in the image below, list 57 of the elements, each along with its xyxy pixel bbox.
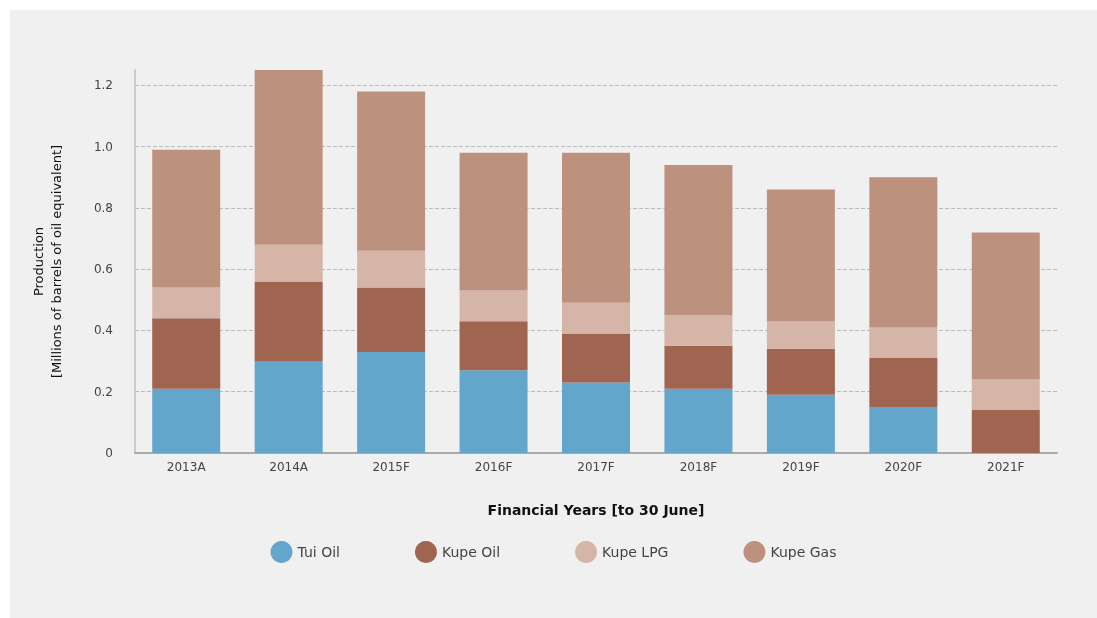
bar: [664, 315, 733, 346]
y-tick-label: 1.2: [93, 78, 113, 93]
y-tick-label: 0: [105, 446, 113, 460]
bar: [766, 189, 835, 322]
bar: [152, 318, 221, 389]
bar: [357, 250, 426, 288]
bar: [971, 410, 1040, 453]
bar: [459, 321, 528, 371]
bar: [562, 333, 630, 383]
x-tick-label: 2019F: [782, 460, 820, 474]
bar: [254, 70, 323, 245]
x-tick-label: 2021F: [987, 460, 1025, 474]
legend-label: Kupe Gas: [770, 544, 837, 560]
x-axis-title: Financial Years [to 30 June]: [487, 502, 705, 518]
x-tick-label: 2017F: [577, 460, 615, 474]
y-axis-title: Production [Millions of barrels of oil equivalent]: [30, 144, 64, 379]
y-tick-label: 1.0: [93, 139, 113, 154]
x-tick-label: 2015F: [372, 460, 410, 474]
y-tick-label: 0.8: [93, 200, 113, 215]
x-tick-label: 2014A: [269, 460, 309, 474]
legend-label: Kupe LPG: [602, 544, 669, 560]
x-tick-label: 2016F: [474, 460, 513, 474]
bar: [869, 358, 938, 408]
bar: [664, 345, 733, 389]
y-tick-label: 0.4: [93, 323, 113, 338]
y-tick-label: 0.6: [93, 262, 113, 277]
bar: [152, 287, 221, 319]
bar: [254, 361, 323, 453]
bar: [766, 348, 835, 395]
x-tick-label: 2018F: [679, 460, 718, 474]
bar: [766, 394, 835, 453]
bar: [664, 164, 733, 316]
bar: [562, 382, 630, 453]
legend-label: Kupe Oil: [441, 544, 501, 560]
y-tick-label: 0.2: [93, 384, 113, 399]
bar: [869, 407, 938, 453]
bar: [357, 287, 426, 352]
bar: [562, 152, 630, 303]
bar: [971, 379, 1040, 411]
x-tick-label: 2020F: [884, 460, 923, 474]
bar: [971, 232, 1040, 380]
bar: [869, 327, 938, 359]
bar: [357, 91, 426, 251]
bar: [254, 244, 323, 282]
legend-label: Tui Oil: [296, 544, 340, 560]
bar: [459, 370, 528, 453]
bar: [152, 149, 221, 288]
x-tick-label: 2013A: [166, 460, 207, 474]
bar: [357, 351, 426, 453]
bar: [869, 177, 938, 328]
bar: [562, 302, 630, 334]
bar: [664, 388, 733, 453]
bar: [766, 321, 835, 349]
bar: [152, 388, 221, 453]
bar: [459, 290, 528, 322]
bar: [254, 281, 323, 362]
bar: [459, 152, 528, 291]
